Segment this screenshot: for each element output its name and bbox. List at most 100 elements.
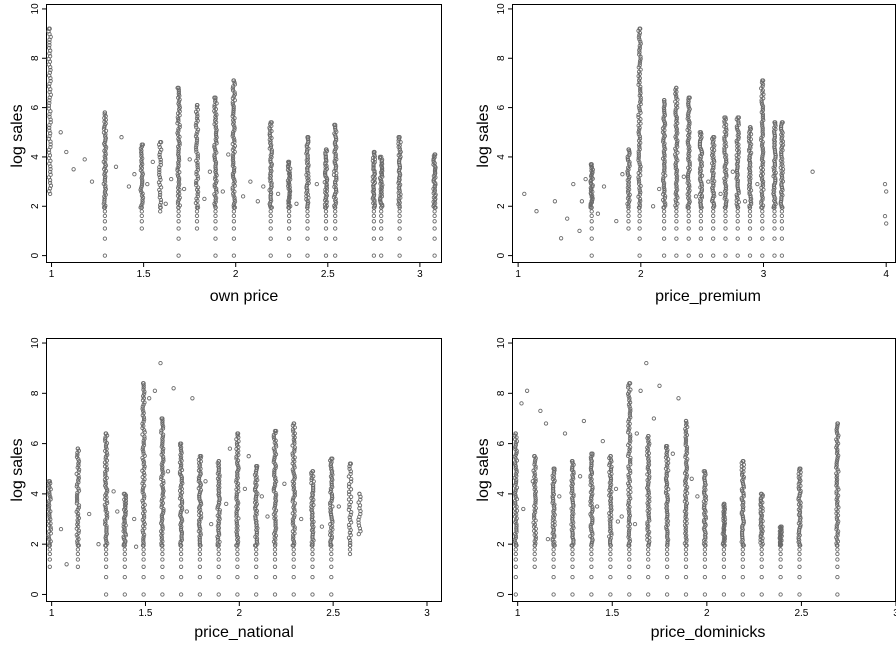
data-point xyxy=(682,493,688,498)
data-point xyxy=(759,100,764,105)
data-point xyxy=(195,189,201,195)
data-point xyxy=(103,557,109,562)
data-point xyxy=(608,557,613,562)
data-point xyxy=(637,147,642,152)
data-point xyxy=(48,517,53,522)
data-point xyxy=(176,183,181,189)
data-point xyxy=(711,236,716,241)
data-point xyxy=(532,551,537,557)
data-point xyxy=(513,574,518,580)
data-point xyxy=(141,557,146,562)
data-point xyxy=(660,139,666,144)
data-point xyxy=(760,123,765,129)
data-point xyxy=(104,512,109,517)
data-point xyxy=(141,519,147,525)
y-tick-label: 2 xyxy=(496,541,507,547)
data-point xyxy=(76,536,81,542)
data-point xyxy=(101,126,107,132)
data-point xyxy=(310,557,315,562)
data-point xyxy=(734,194,740,199)
data-point xyxy=(102,190,108,196)
data-point xyxy=(64,562,69,567)
data-point xyxy=(176,179,181,185)
data-point xyxy=(562,431,568,436)
data-point xyxy=(268,219,273,224)
data-point xyxy=(187,157,192,162)
data-point xyxy=(674,142,679,147)
data-point xyxy=(177,142,182,147)
data-point xyxy=(214,135,219,140)
y-tick-label: 10 xyxy=(496,337,507,349)
data-point xyxy=(333,253,338,258)
data-point xyxy=(141,541,146,546)
data-point xyxy=(232,82,238,87)
data-point xyxy=(176,164,181,169)
data-point xyxy=(213,116,218,121)
data-point xyxy=(232,127,237,133)
data-point xyxy=(675,121,680,126)
data-point xyxy=(673,111,678,116)
data-point xyxy=(176,150,181,155)
data-point xyxy=(797,547,802,552)
data-point xyxy=(772,213,777,219)
data-point xyxy=(286,159,292,165)
data-point xyxy=(216,564,221,569)
data-point xyxy=(589,219,594,224)
data-point xyxy=(103,574,109,580)
data-point xyxy=(139,181,145,187)
data-point xyxy=(230,153,236,159)
data-point xyxy=(884,189,889,194)
data-point xyxy=(231,108,236,113)
data-point xyxy=(683,574,689,580)
data-point xyxy=(197,592,203,597)
data-point xyxy=(246,454,251,459)
data-point xyxy=(397,236,402,241)
data-point xyxy=(723,253,728,258)
data-points xyxy=(46,360,363,597)
data-point xyxy=(662,122,668,127)
data-point xyxy=(778,574,783,580)
data-point xyxy=(194,138,200,143)
data-point xyxy=(103,444,109,450)
data-point xyxy=(835,564,840,569)
data-point xyxy=(194,143,199,148)
data-point xyxy=(760,131,766,137)
data-point xyxy=(286,213,292,219)
data-point xyxy=(176,154,181,159)
data-point xyxy=(47,98,52,103)
data-point xyxy=(194,147,199,152)
data-point xyxy=(75,507,80,512)
data-point xyxy=(142,521,147,527)
data-point xyxy=(194,213,200,219)
data-point xyxy=(104,539,109,544)
y-tick-label: 2 xyxy=(30,541,41,547)
data-point xyxy=(305,226,310,231)
data-point xyxy=(122,574,127,580)
data-point xyxy=(810,169,815,174)
data-point xyxy=(627,161,632,167)
data-point xyxy=(158,205,163,210)
data-point xyxy=(646,551,651,557)
data-point xyxy=(305,236,310,241)
data-point xyxy=(194,171,199,177)
data-point xyxy=(195,167,201,172)
data-point xyxy=(636,179,642,184)
data-point xyxy=(397,209,402,214)
data-point xyxy=(47,54,53,59)
data-point xyxy=(637,58,643,64)
data-point xyxy=(75,465,80,470)
data-point xyxy=(638,101,643,107)
data-point xyxy=(637,142,642,148)
data-point xyxy=(157,182,162,188)
data-point xyxy=(261,184,266,189)
data-point xyxy=(142,526,147,531)
data-point xyxy=(637,209,642,214)
data-point xyxy=(48,497,53,502)
data-point xyxy=(686,158,691,163)
data-point xyxy=(747,130,752,135)
data-point xyxy=(212,184,217,189)
data-point xyxy=(140,530,146,535)
data-point xyxy=(329,564,334,569)
data-point xyxy=(397,226,402,231)
data-point xyxy=(272,564,278,569)
